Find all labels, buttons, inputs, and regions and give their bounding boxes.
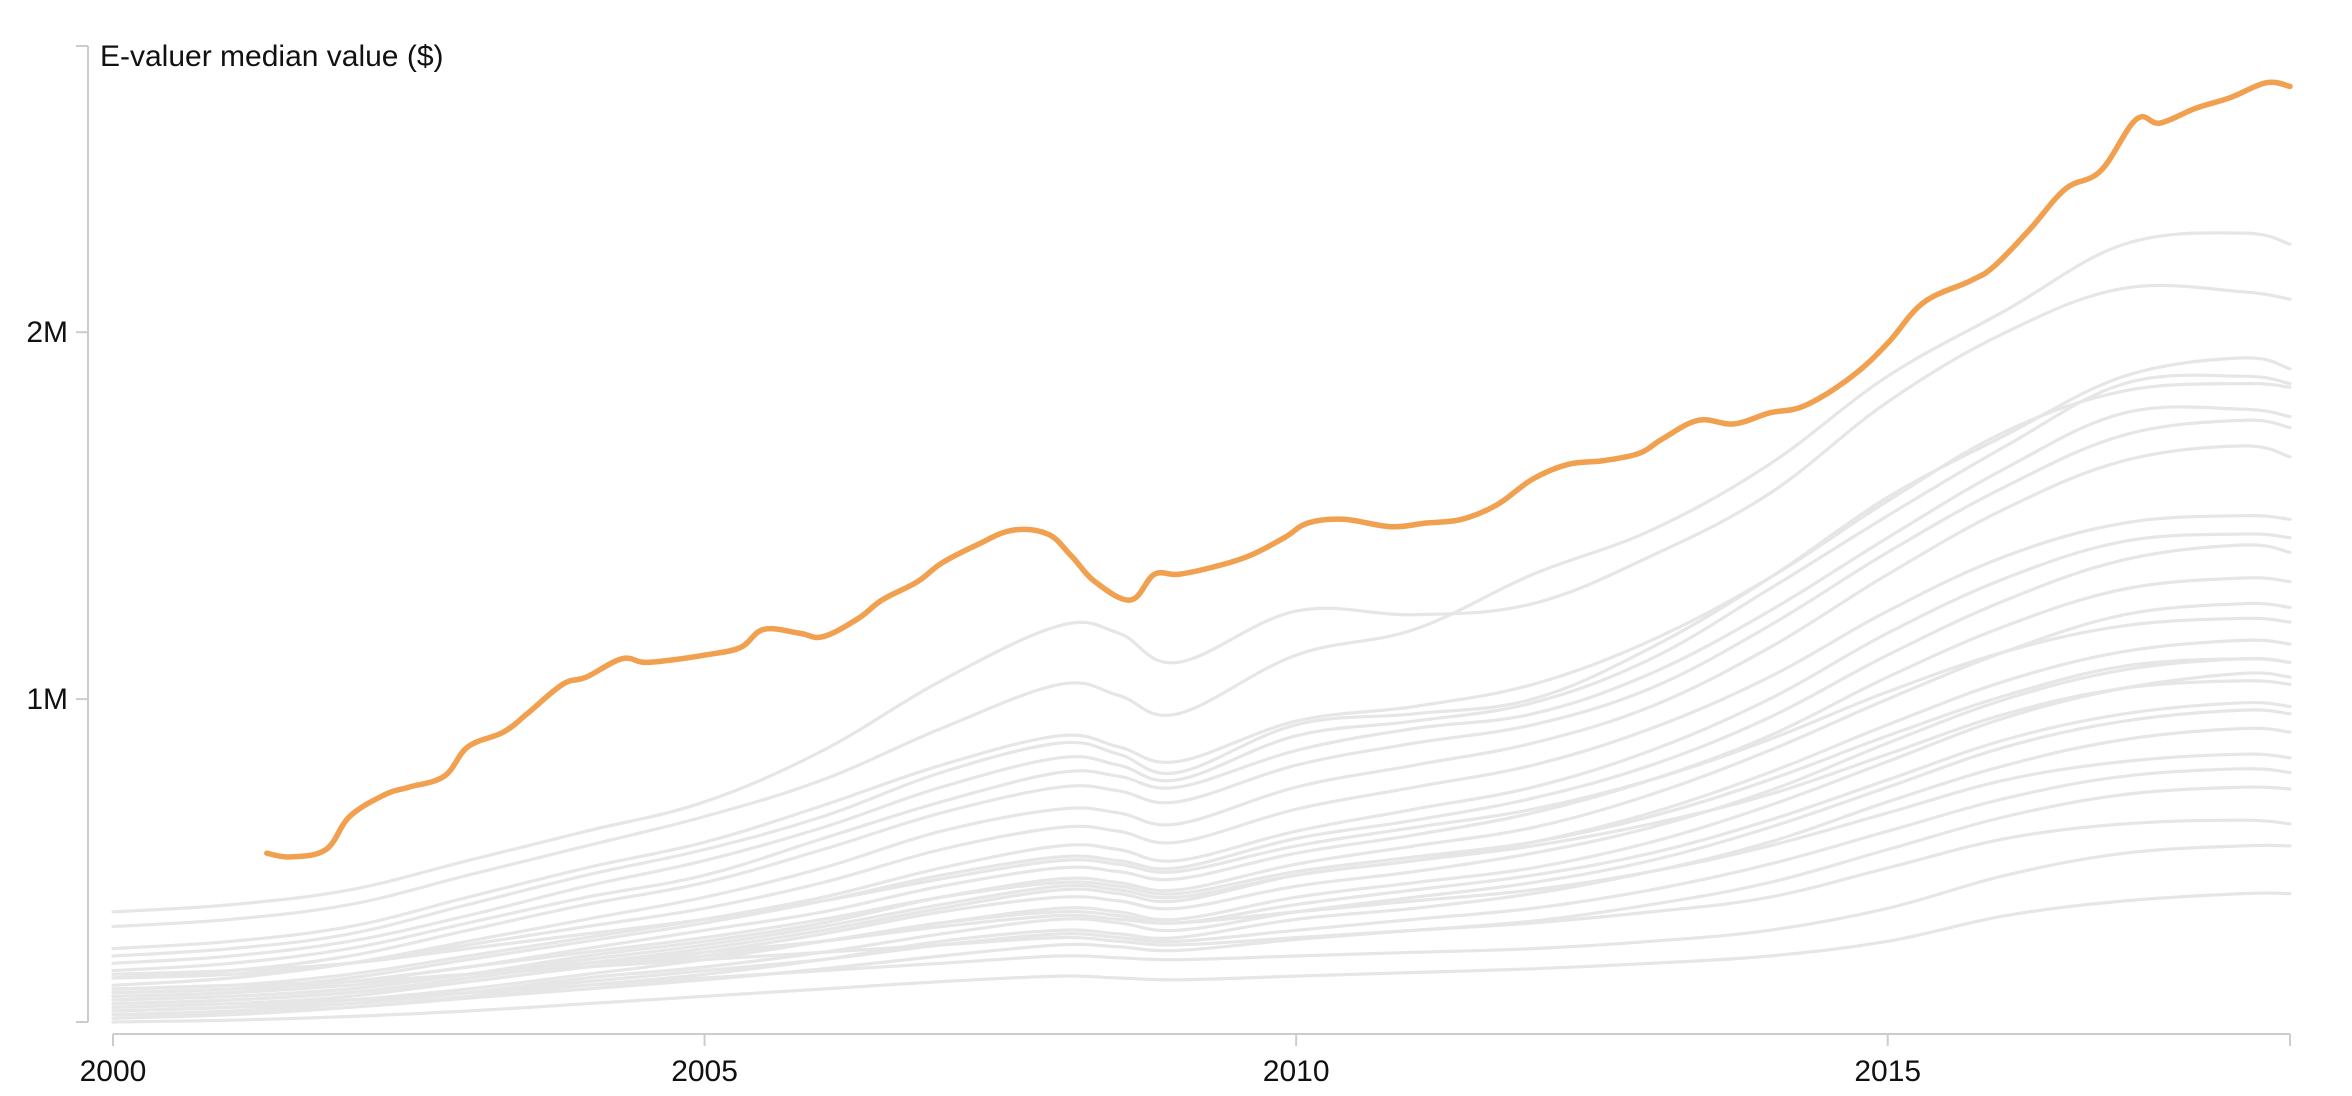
background-series-line <box>111 656 2292 1009</box>
highlighted-series-group <box>264 79 2293 860</box>
background-series-line <box>111 543 2292 995</box>
background-series-line <box>111 373 2292 965</box>
background-series-line <box>111 405 2292 973</box>
highlighted-series-line <box>264 79 2293 860</box>
background-series-line <box>111 444 2292 987</box>
background-series-line <box>111 679 2292 1002</box>
background-series-line <box>111 891 2292 1024</box>
background-series-line <box>111 418 2292 980</box>
axes: 1M 2M 2000 2005 2010 2015 <box>26 45 2291 1088</box>
background-series-line <box>111 657 2292 995</box>
background-series-line <box>111 616 2292 976</box>
background-series-line <box>111 726 2292 1020</box>
background-series-line <box>111 843 2292 1009</box>
x-ticks: 2000 2005 2010 2015 <box>80 1034 2291 1088</box>
background-series-line <box>111 283 2292 914</box>
x-tick-label: 2015 <box>1854 1055 1921 1088</box>
background-series-line <box>111 231 2292 929</box>
y-axis-title: E-valuer median value ($) <box>100 40 444 73</box>
background-series-line <box>111 532 2292 991</box>
background-series-line <box>111 638 2292 1006</box>
background-series-line <box>111 671 2292 1013</box>
x-tick-label: 2000 <box>80 1055 147 1088</box>
y-tick-label: 2M <box>26 316 68 349</box>
background-series-line <box>111 514 2292 980</box>
background-series-group <box>111 231 2292 1024</box>
y-tick-label: 1M <box>26 683 68 716</box>
x-tick-label: 2005 <box>671 1055 738 1088</box>
x-tick-label: 2010 <box>1263 1055 1330 1088</box>
y-ticks: 1M 2M <box>26 45 88 1023</box>
background-series-line <box>111 785 2292 1017</box>
background-series-line <box>111 381 2292 951</box>
